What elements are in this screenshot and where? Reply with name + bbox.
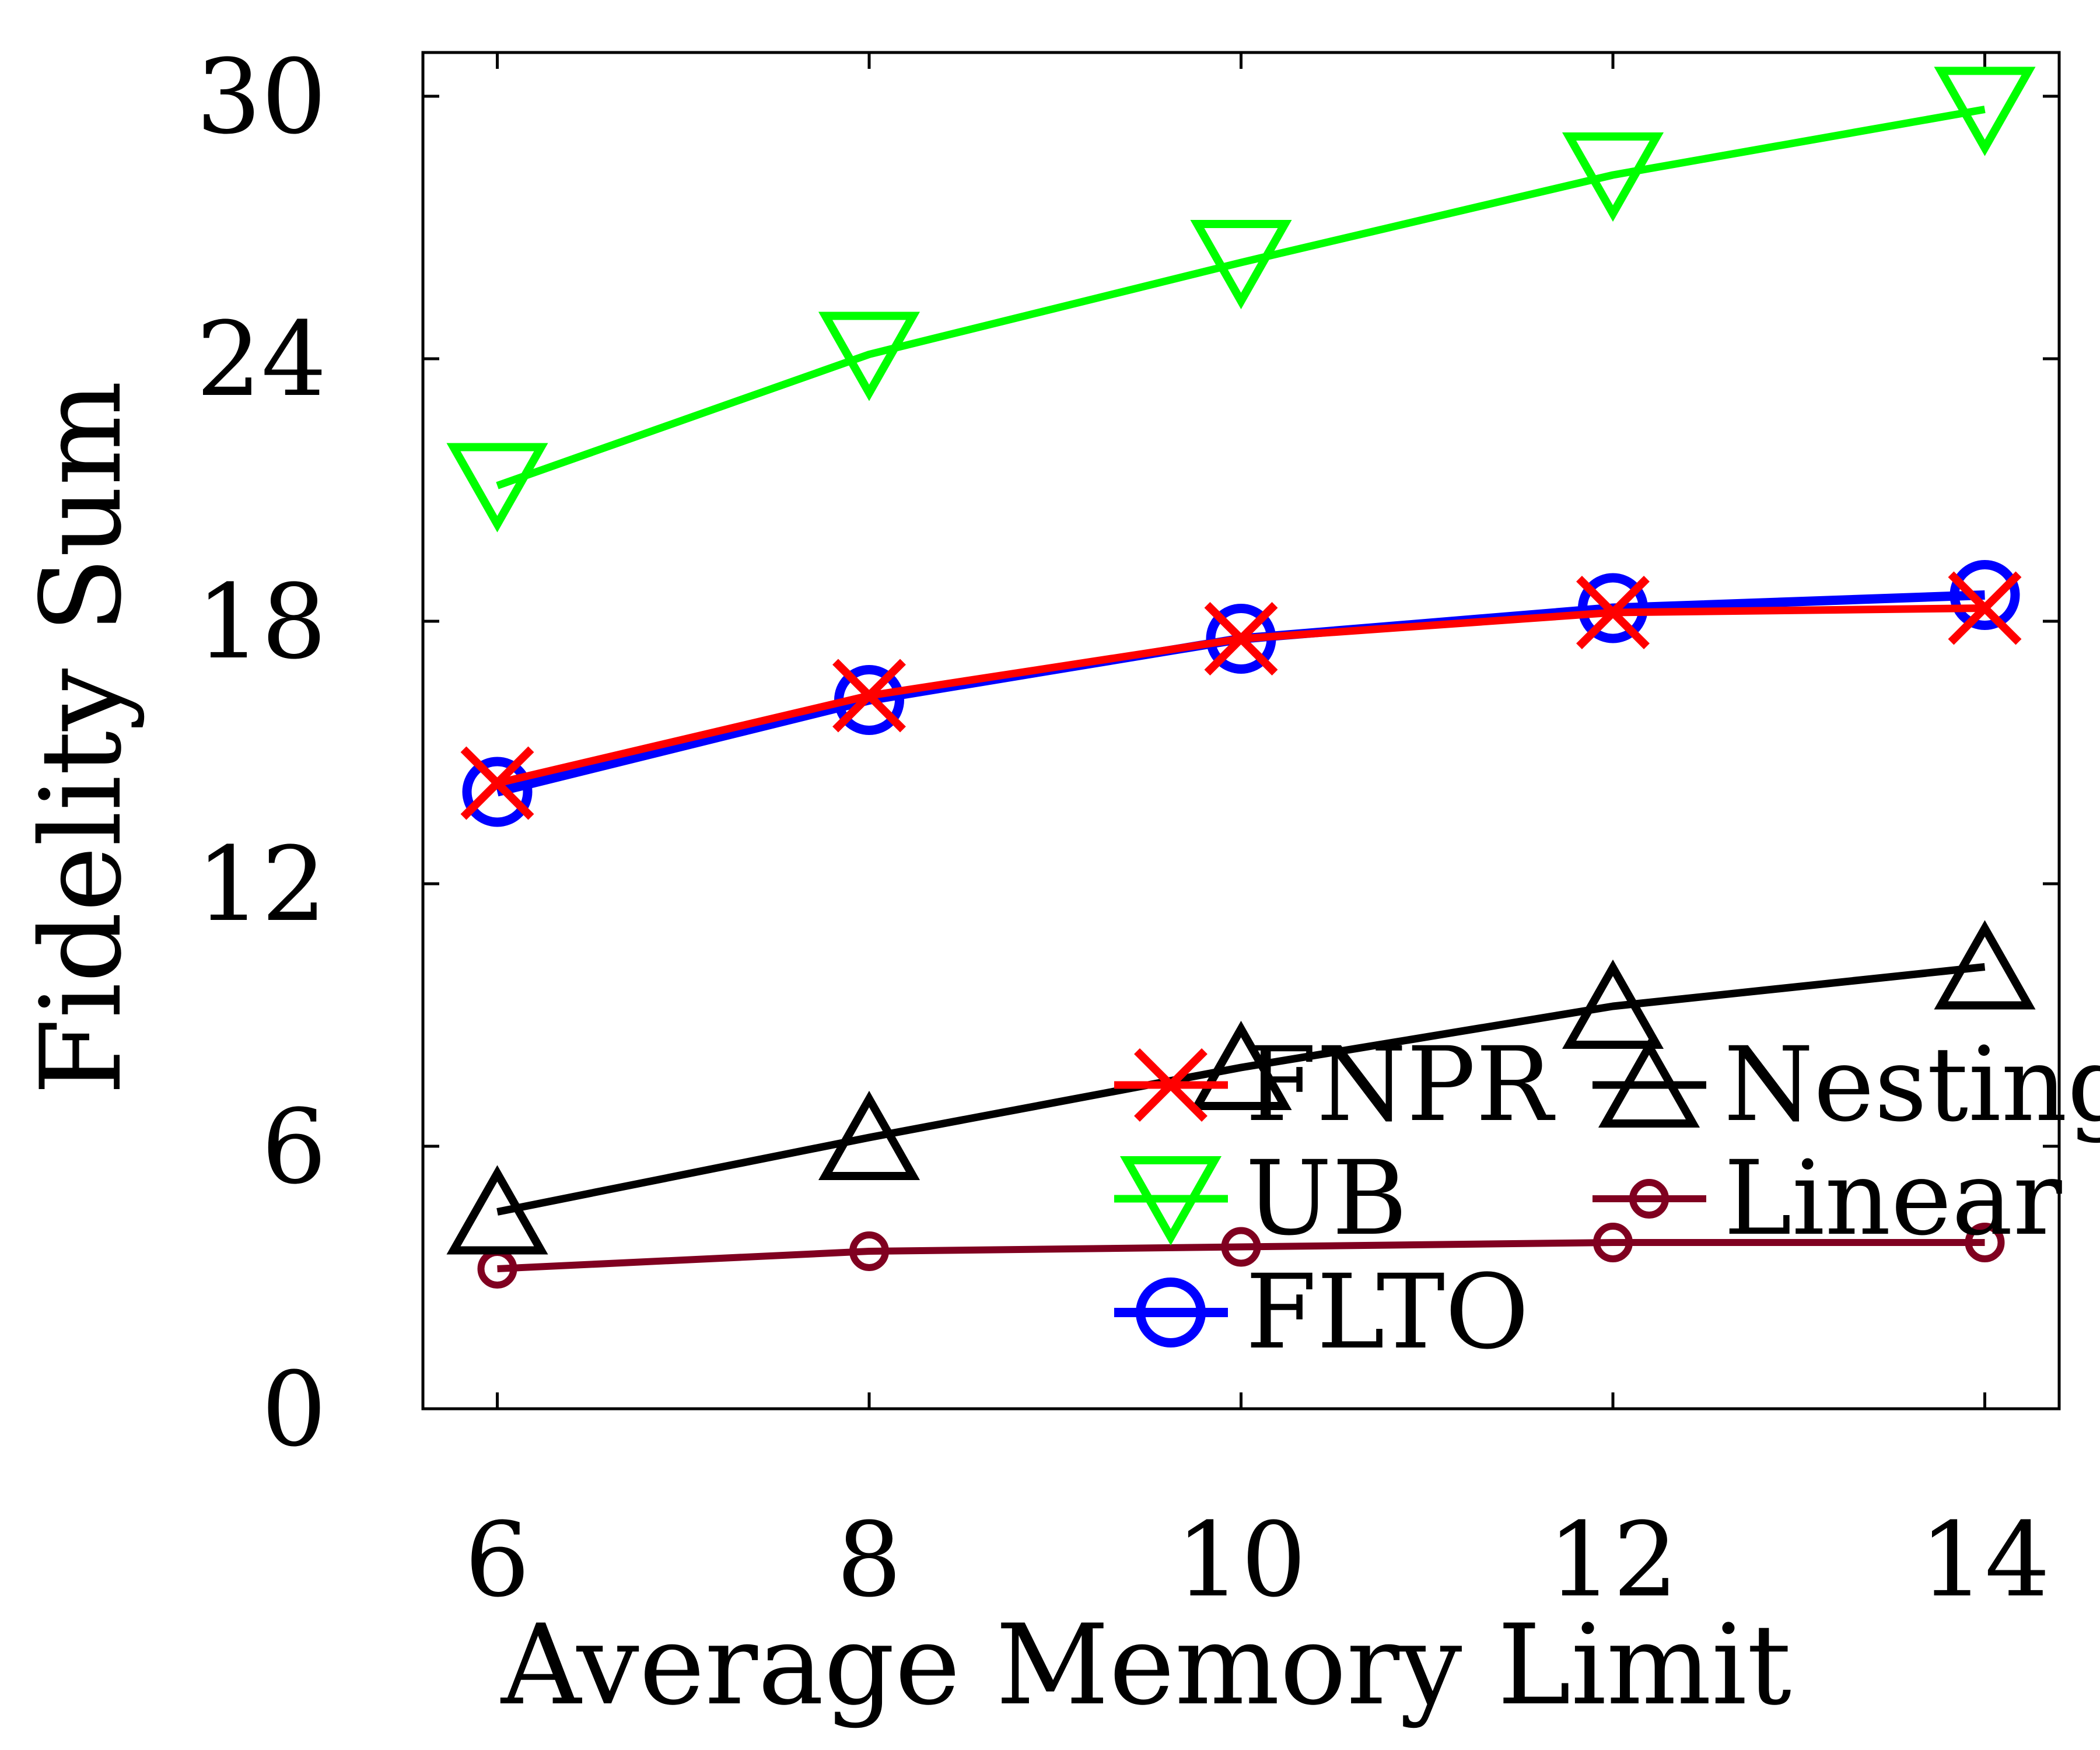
marker-triangle-up <box>446 1165 548 1255</box>
data-point <box>1934 920 2036 1010</box>
marker-x <box>1134 1048 1208 1122</box>
series-nesting <box>446 920 2036 1255</box>
marker-triangle-up <box>1934 920 2036 1010</box>
data-point <box>446 1165 548 1255</box>
marker-triangle-down <box>1934 66 2036 156</box>
marker-x <box>460 746 534 820</box>
legend-item-fnpr: FNPR <box>1114 1025 1556 1144</box>
marker-x <box>1204 602 1278 676</box>
y-tick-label: 18 <box>196 562 327 682</box>
x-tick-label: 12 <box>1548 1500 1678 1620</box>
marker-x <box>1948 571 2022 645</box>
marker-triangle-up <box>1562 959 1664 1049</box>
data-point <box>818 1090 921 1180</box>
y-tick-label: 6 <box>261 1087 327 1207</box>
legend-label: FNPR <box>1245 1025 1556 1144</box>
data-point <box>1948 571 2022 645</box>
data-point <box>1190 1020 1292 1110</box>
legend-item-nesting: Nesting <box>1592 1025 2100 1144</box>
series-line <box>496 963 1986 1216</box>
legend-label: Linear <box>1724 1139 2063 1258</box>
legend: FNPR Nesting UB Linear FLTO <box>1114 1025 2100 1372</box>
marker-small-circle <box>849 1231 889 1271</box>
marker-x <box>1576 576 1650 649</box>
data-point <box>1190 220 1292 310</box>
legend-label: FLTO <box>1245 1252 1529 1372</box>
marker-triangle-down <box>1190 220 1292 310</box>
axis-ticks: 6 8 10 12 14 0 6 12 18 24 30 <box>196 37 2059 1620</box>
series-line <box>497 1239 1985 1272</box>
marker-circle <box>462 757 533 827</box>
y-tick-label: 12 <box>196 825 327 944</box>
legend-item-linear: Linear <box>1592 1139 2063 1258</box>
marker-triangle-up <box>1598 1038 1700 1128</box>
marker-circle <box>1136 1278 1206 1348</box>
legend-item-flto: FLTO <box>1114 1252 1529 1372</box>
series-layer <box>446 66 2036 1289</box>
marker-small-circle <box>1221 1227 1261 1267</box>
y-tick-label: 24 <box>196 300 327 419</box>
marker-triangle-down <box>1119 1156 1222 1246</box>
data-point <box>818 312 921 401</box>
series-flto <box>462 560 2020 827</box>
marker-small-circle <box>1593 1223 1633 1262</box>
x-tick-label: 14 <box>1920 1500 2050 1620</box>
marker-small-circle <box>1965 1223 2005 1262</box>
data-point <box>1204 602 1278 676</box>
data-point <box>460 746 534 820</box>
data-point <box>832 659 906 733</box>
legend-item-ub: UB <box>1114 1139 1408 1258</box>
x-axis-title: Average Memory Limit <box>500 1601 1791 1730</box>
x-tick-label: 6 <box>465 1500 530 1620</box>
legend-label: UB <box>1245 1139 1408 1258</box>
y-tick-label: 30 <box>196 37 327 157</box>
series-linear <box>477 1223 2005 1289</box>
marker-small-circle <box>1629 1179 1669 1219</box>
data-point <box>1576 576 1650 649</box>
marker-triangle-up <box>818 1090 921 1180</box>
data-point <box>462 757 533 827</box>
series-ub <box>446 66 2036 533</box>
data-point <box>1578 573 1648 643</box>
data-point <box>1965 1223 2005 1262</box>
x-tick-label: 8 <box>836 1500 902 1620</box>
x-tick-label: 10 <box>1176 1500 1307 1620</box>
marker-triangle-down <box>818 312 921 401</box>
data-point <box>849 1231 889 1271</box>
data-point <box>1593 1223 1633 1262</box>
data-point <box>1934 66 2036 156</box>
marker-triangle-up <box>1190 1020 1292 1110</box>
data-point <box>1562 132 1664 222</box>
legend-label: Nesting <box>1724 1025 2100 1144</box>
marker-triangle-down <box>446 443 548 533</box>
marker-circle <box>1578 573 1648 643</box>
series-fnpr <box>460 571 2022 820</box>
data-point <box>1950 560 2020 630</box>
series-line <box>496 106 1986 489</box>
marker-x <box>832 659 906 733</box>
y-tick-label: 0 <box>261 1350 327 1469</box>
data-point <box>1221 1227 1261 1267</box>
marker-circle <box>1950 560 2020 630</box>
series-line <box>496 590 1985 797</box>
y-axis-title: Fidelity Sum <box>17 381 146 1096</box>
data-point <box>446 443 548 533</box>
data-point <box>1562 959 1664 1049</box>
marker-triangle-down <box>1562 132 1664 222</box>
